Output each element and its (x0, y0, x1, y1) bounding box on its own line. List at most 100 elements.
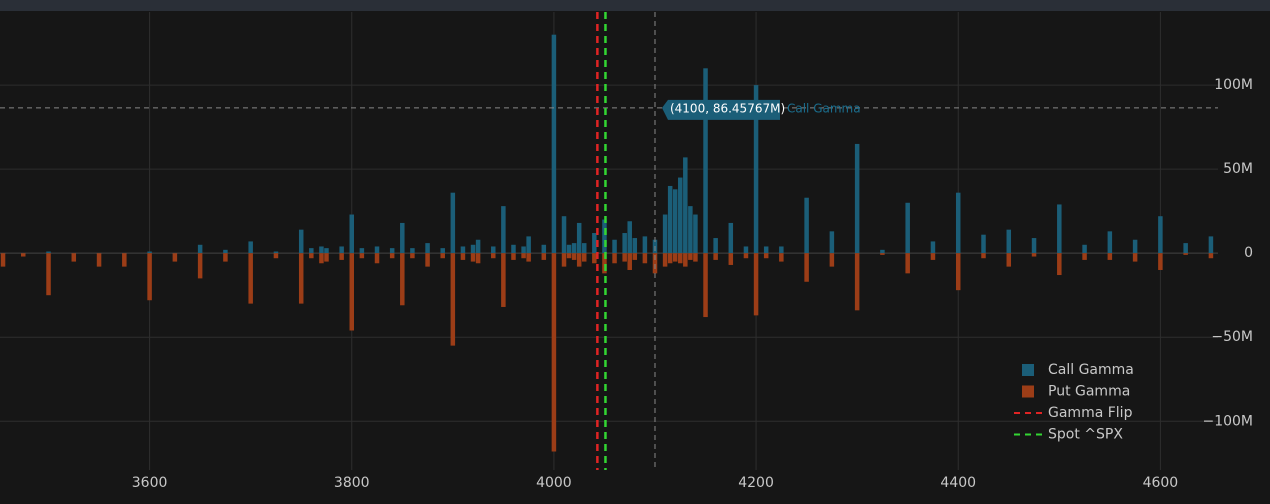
bar (1183, 243, 1188, 254)
bar (450, 253, 456, 346)
bar (324, 248, 329, 254)
bar (521, 246, 526, 254)
bar (475, 253, 481, 264)
bar (743, 246, 749, 254)
bar (804, 197, 809, 254)
bar (804, 253, 809, 282)
bar (743, 253, 749, 259)
bar (470, 253, 476, 262)
bar (197, 244, 203, 254)
bar (652, 253, 658, 274)
bar (147, 251, 152, 254)
bar (440, 248, 445, 254)
bar (273, 251, 279, 254)
bar (1082, 253, 1087, 260)
bar (763, 246, 769, 254)
bar (273, 253, 279, 259)
bar (223, 249, 228, 254)
bar (298, 253, 304, 304)
bar (319, 253, 324, 264)
bar (632, 238, 638, 254)
y-tick-label: −100M (1202, 413, 1253, 429)
bar (410, 248, 415, 254)
bar (339, 253, 344, 260)
bar (541, 253, 547, 260)
bar (779, 246, 784, 254)
bar (501, 206, 506, 254)
bar (491, 253, 496, 259)
bar (678, 177, 683, 254)
bar (1107, 231, 1113, 254)
bar (602, 253, 607, 274)
bar (511, 244, 516, 254)
bar (450, 192, 456, 254)
bar (400, 222, 405, 254)
bar (122, 253, 127, 267)
bar (642, 236, 648, 254)
bar (460, 246, 466, 254)
bar (324, 253, 329, 262)
bar (571, 253, 577, 260)
bar (1132, 253, 1138, 262)
bar (20, 253, 26, 257)
bar (627, 253, 632, 270)
bar (728, 253, 734, 265)
bar (672, 189, 678, 254)
bar (491, 246, 496, 254)
bar (622, 253, 627, 262)
bar (561, 216, 567, 254)
bar (642, 253, 648, 264)
bar (541, 244, 547, 254)
bar (571, 243, 577, 254)
bar (1158, 216, 1163, 254)
bar (526, 253, 531, 262)
bar (96, 253, 102, 267)
bar (930, 241, 936, 254)
bar (389, 248, 395, 254)
bar (309, 248, 314, 254)
bar (1082, 244, 1087, 254)
bar (501, 253, 506, 307)
legend-label: Call Gamma (1048, 362, 1134, 378)
legend-label: Gamma Flip (1048, 405, 1133, 421)
bar (854, 253, 860, 311)
bar (71, 253, 77, 262)
bar (763, 253, 769, 259)
bar (1057, 204, 1062, 254)
bar (349, 214, 355, 254)
bar (612, 239, 617, 254)
bar (693, 253, 698, 262)
bar (880, 249, 885, 254)
bar (389, 253, 395, 259)
bar (713, 253, 718, 260)
bar (703, 68, 708, 254)
bar (688, 206, 693, 254)
bar (511, 253, 516, 260)
bar (602, 219, 607, 254)
bar (425, 253, 430, 267)
bar (1132, 239, 1138, 254)
bar (46, 253, 51, 296)
bar (248, 253, 253, 304)
bar (319, 246, 324, 254)
bar (905, 202, 910, 254)
bar (981, 234, 986, 254)
bar (688, 253, 693, 260)
bar (1057, 253, 1062, 276)
x-tick-label: 4000 (536, 475, 572, 491)
y-tick-label: −50M (1211, 329, 1253, 345)
bar (339, 246, 344, 254)
bar (46, 251, 51, 254)
bar (662, 253, 668, 267)
x-tick-label: 3600 (132, 475, 168, 491)
bar (829, 231, 835, 254)
bar (728, 222, 734, 254)
x-tick-label: 4200 (738, 475, 774, 491)
x-tick-label: 4600 (1143, 475, 1179, 491)
bar (172, 253, 178, 262)
bar (667, 253, 673, 264)
bar (1031, 253, 1037, 257)
bar (551, 253, 557, 452)
bar (632, 253, 638, 260)
